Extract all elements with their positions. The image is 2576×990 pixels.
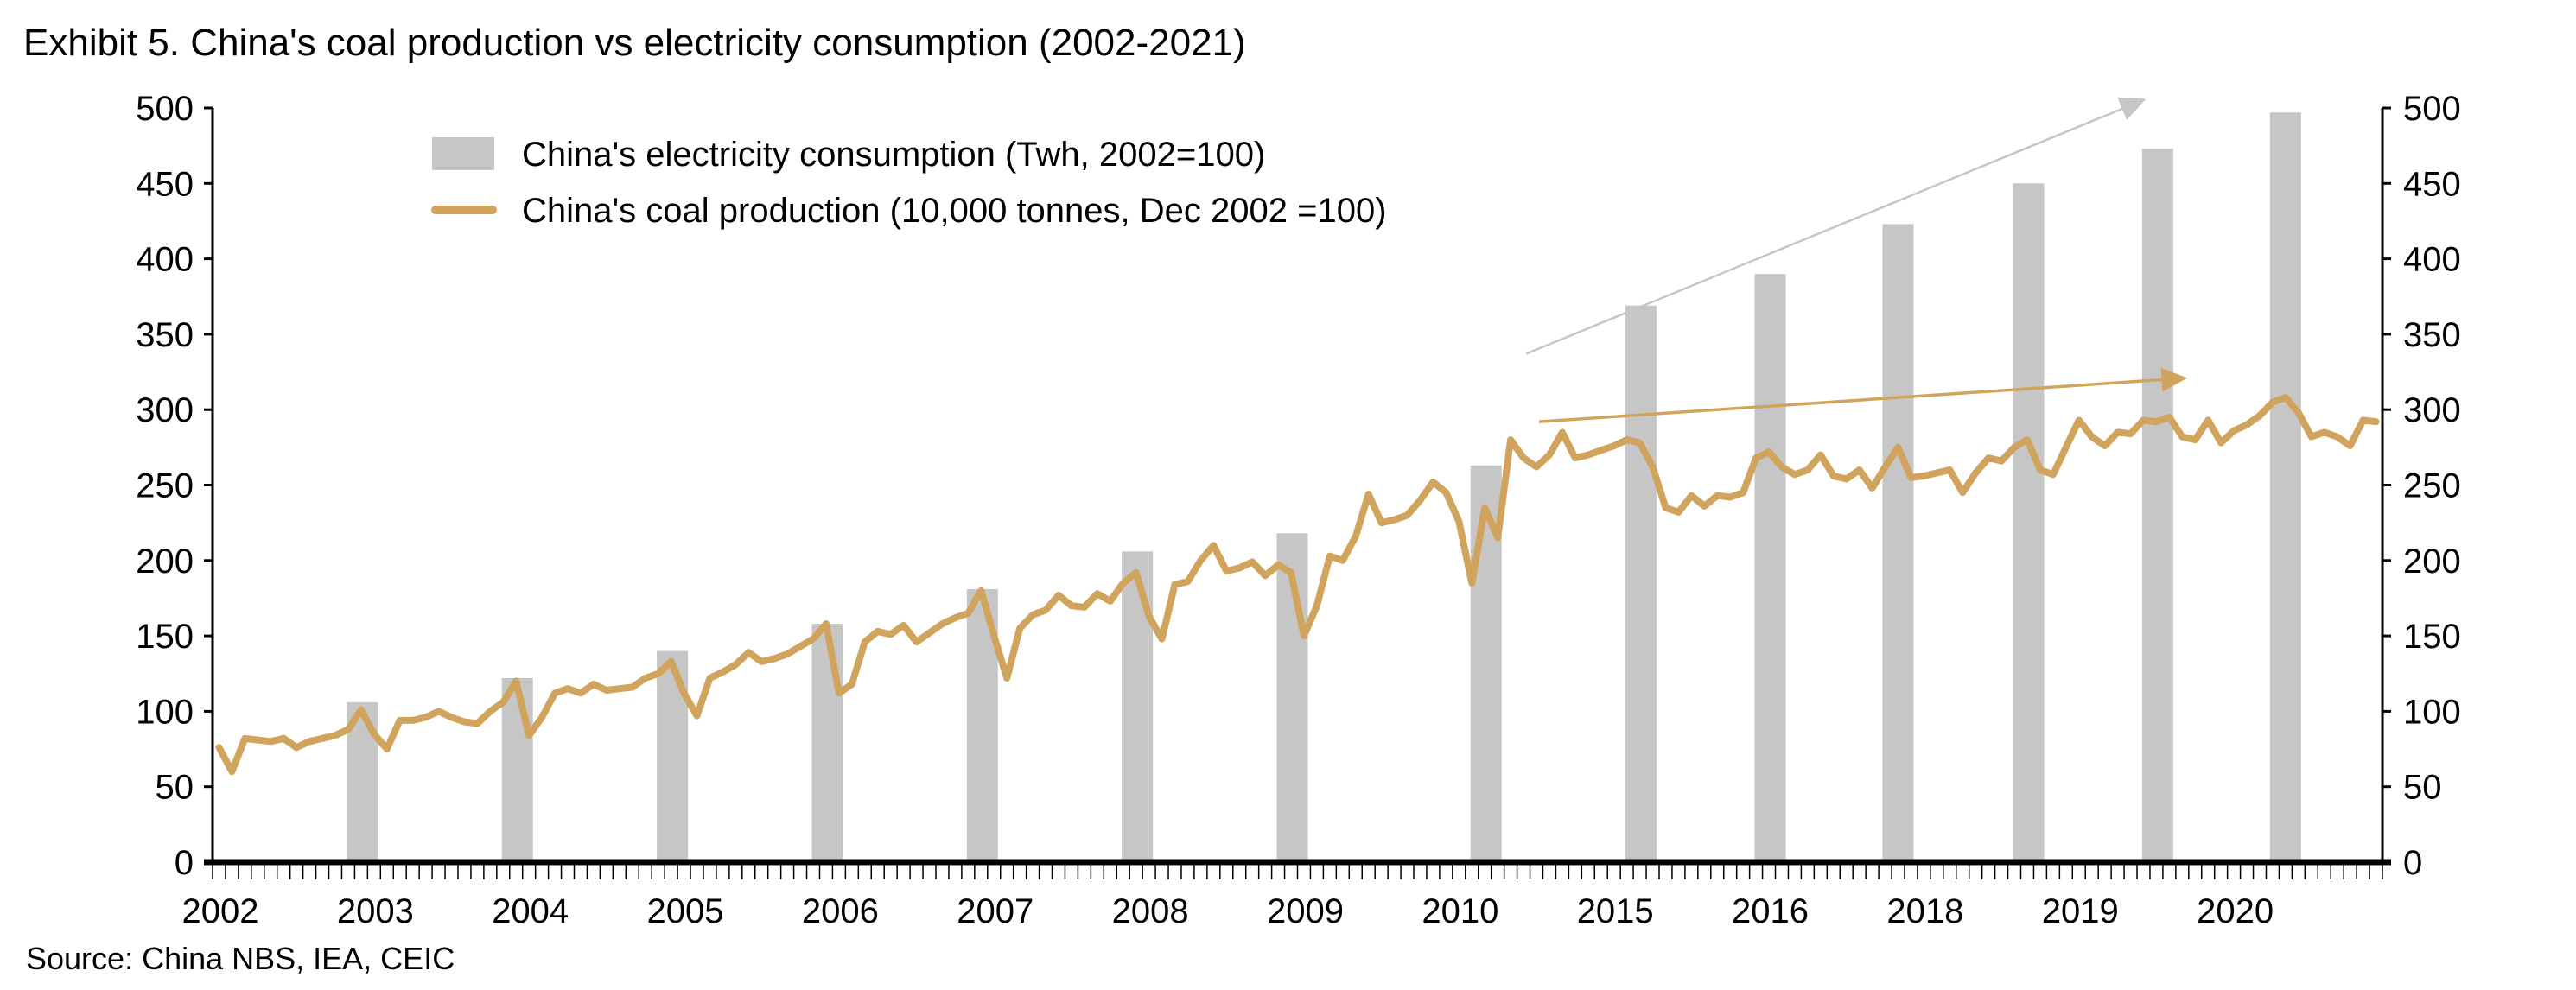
y-tick-label: 150 [136, 618, 194, 656]
trend-arrow-line [1525, 107, 2123, 355]
y-tick-label: 0 [175, 844, 194, 882]
x-tick-label: 2009 [1267, 892, 1344, 930]
x-tick-label: 2010 [1422, 892, 1498, 930]
bar [811, 624, 843, 862]
coal-production-line [215, 394, 2380, 776]
x-tick-label: 2006 [802, 892, 879, 930]
y2-tick-label: 50 [2403, 769, 2442, 807]
y-tick-label: 100 [136, 693, 194, 731]
y2-tick-label: 450 [2403, 165, 2461, 203]
y-tick-label: 450 [136, 165, 194, 203]
annotations [1525, 97, 2188, 423]
y-tick-label: 350 [136, 316, 194, 354]
bar [1754, 274, 1786, 862]
y2-tick-label: 250 [2403, 467, 2461, 505]
x-tick-label: 2018 [1886, 892, 1963, 930]
legend: China's electricity consumption (Twh, 20… [431, 136, 1387, 230]
x-tick-label: 2004 [492, 892, 569, 930]
trend-arrow-line [1538, 378, 2162, 423]
x-tick-label: 2015 [1577, 892, 1654, 930]
y2-tick-label: 400 [2403, 241, 2461, 279]
bar [2269, 112, 2301, 862]
bar [1625, 305, 1657, 862]
bar-series [347, 112, 2301, 863]
legend-label-coal: China's coal production (10,000 tonnes, … [522, 192, 1387, 230]
y2-tick-label: 0 [2403, 844, 2422, 882]
chart-title: Exhibit 5. China's coal production vs el… [23, 22, 1246, 64]
y2-tick-label: 100 [2403, 693, 2461, 731]
bar [2013, 183, 2045, 863]
line-series [215, 394, 2380, 776]
y-tick-label: 400 [136, 241, 194, 279]
x-tick-label: 2019 [2042, 892, 2119, 930]
x-tick-label: 2005 [647, 892, 724, 930]
y-tick-label: 50 [156, 769, 194, 807]
x-tick-label: 2008 [1112, 892, 1189, 930]
bar [1122, 551, 1154, 862]
y-tick-label: 250 [136, 467, 194, 505]
y-tick-label: 200 [136, 543, 194, 581]
bar [2141, 149, 2173, 863]
x-tick-label: 2003 [337, 892, 414, 930]
trend-arrow-head [2160, 367, 2188, 392]
bar [1882, 224, 1914, 862]
x-tick-label: 2020 [2197, 892, 2274, 930]
x-tick-label: 2016 [1732, 892, 1809, 930]
source-note: Source: China NBS, IEA, CEIC [26, 941, 455, 976]
trend-arrow-head [2117, 97, 2147, 120]
axes: 0 50 100 150 200 250 300 350 400 450 500 0 50 100 150 2… [136, 90, 2461, 930]
y-tick-label: 500 [136, 90, 194, 128]
legend-swatch-electricity [432, 137, 494, 170]
y-tick-label: 300 [136, 391, 194, 429]
legend-label-electricity: China's electricity consumption (Twh, 20… [522, 136, 1265, 174]
y2-tick-label: 150 [2403, 618, 2461, 656]
y2-tick-label: 500 [2403, 90, 2461, 128]
y2-tick-label: 350 [2403, 316, 2461, 354]
x-tick-label: 2007 [957, 892, 1034, 930]
y2-tick-label: 200 [2403, 543, 2461, 581]
y2-tick-label: 300 [2403, 391, 2461, 429]
x-tick-label: 2002 [181, 892, 258, 930]
bar [501, 677, 533, 862]
